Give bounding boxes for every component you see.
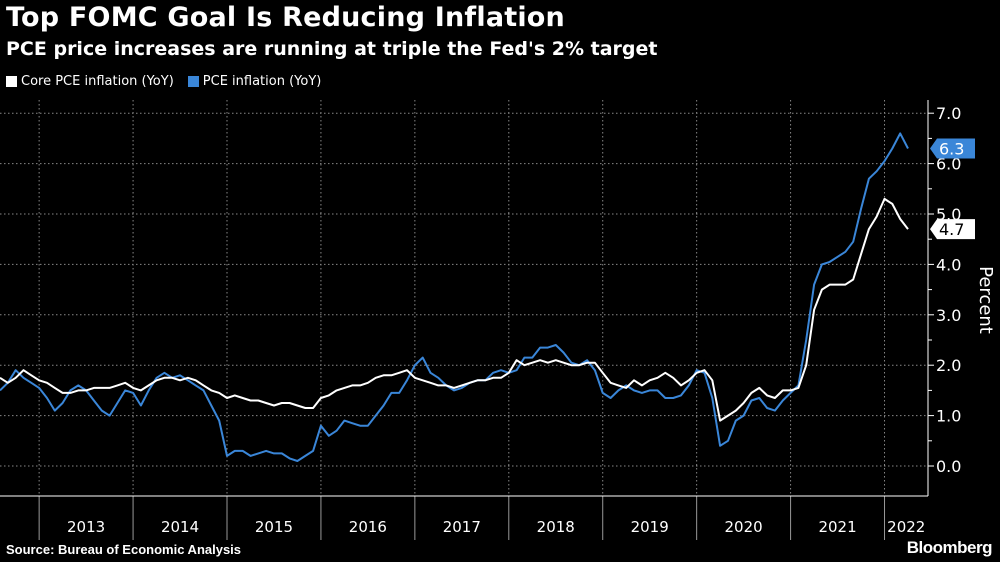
- x-tick-label: 2019: [631, 518, 669, 536]
- source-note: Source: Bureau of Economic Analysis: [6, 542, 242, 557]
- y-tick-label: 3.0: [936, 306, 961, 325]
- last-value-label-pce: 6.3: [939, 139, 964, 158]
- series-line-pce: [0, 132, 909, 462]
- x-tick-label: 2013: [67, 518, 105, 536]
- x-tick-label: 2022: [887, 518, 925, 536]
- last-value-badge-pce: [930, 138, 975, 159]
- chart-subtitle: PCE price increases are running at tripl…: [6, 38, 658, 60]
- series-line-core-pce: [0, 197, 909, 422]
- legend-swatch-pce: [187, 76, 199, 87]
- y-tick-label: 2.0: [936, 356, 961, 375]
- x-tick-label: 2016: [349, 518, 387, 536]
- legend: Core PCE inflation (YoY) PCE inflation (…: [6, 74, 321, 89]
- last-value-label-core: 4.7: [939, 220, 964, 239]
- last-value-badge-core: [930, 219, 975, 240]
- x-tick-label: 2015: [255, 518, 293, 536]
- chart-title: Top FOMC Goal Is Reducing Inflation: [6, 2, 565, 33]
- legend-item-core-pce: Core PCE inflation (YoY): [6, 74, 174, 89]
- y-axis-label: Percent: [975, 266, 996, 334]
- y-tick-label: 1.0: [936, 407, 961, 426]
- legend-swatch-core: [6, 76, 17, 87]
- y-tick-label: 6.0: [936, 155, 961, 174]
- x-tick-label: 2020: [725, 518, 763, 536]
- legend-label-pce: PCE inflation (YoY): [202, 74, 322, 89]
- x-tick-label: 2018: [537, 518, 575, 536]
- x-tick-label: 2014: [161, 518, 199, 536]
- y-tick-label: 0.0: [936, 457, 961, 476]
- legend-item-pce: PCE inflation (YoY): [187, 74, 322, 89]
- y-tick-label: 4.0: [936, 255, 961, 274]
- bloomberg-logo: Bloomberg: [906, 538, 993, 557]
- x-tick-label: 2021: [818, 518, 856, 536]
- x-tick-label: 2017: [443, 518, 481, 536]
- y-tick-label: 7.0: [936, 104, 961, 123]
- legend-label-core: Core PCE inflation (YoY): [21, 74, 174, 89]
